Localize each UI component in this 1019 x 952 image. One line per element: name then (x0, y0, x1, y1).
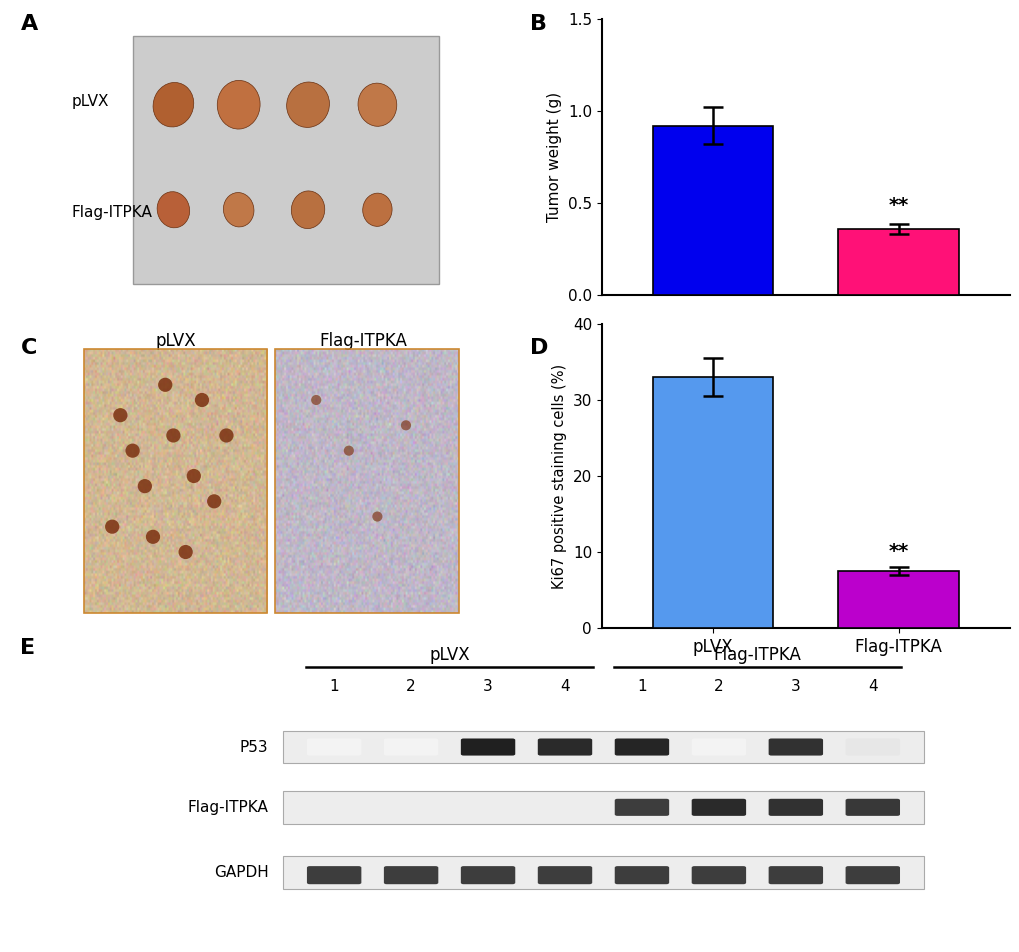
Text: 1: 1 (329, 679, 338, 694)
Ellipse shape (153, 83, 194, 127)
Bar (838, 229, 958, 295)
FancyBboxPatch shape (461, 866, 515, 884)
FancyBboxPatch shape (537, 739, 592, 756)
Ellipse shape (217, 80, 260, 129)
Text: 2: 2 (713, 679, 723, 694)
FancyBboxPatch shape (282, 857, 923, 889)
FancyBboxPatch shape (307, 739, 361, 756)
Ellipse shape (286, 82, 329, 128)
Text: E: E (20, 638, 36, 658)
Ellipse shape (186, 469, 201, 483)
Y-axis label: Ki67 positive staining cells (%): Ki67 positive staining cells (%) (551, 364, 567, 588)
Text: pLVX: pLVX (429, 646, 470, 664)
Ellipse shape (372, 511, 382, 522)
Text: **: ** (888, 196, 908, 215)
Ellipse shape (157, 191, 190, 228)
Ellipse shape (113, 408, 127, 423)
Text: 4: 4 (559, 679, 570, 694)
FancyBboxPatch shape (307, 866, 361, 884)
FancyBboxPatch shape (845, 866, 899, 884)
Text: 3: 3 (483, 679, 492, 694)
Text: C: C (20, 338, 37, 358)
Text: GAPDH: GAPDH (214, 865, 268, 881)
FancyBboxPatch shape (691, 799, 745, 816)
Ellipse shape (158, 378, 172, 392)
Text: **: ** (888, 542, 908, 561)
FancyBboxPatch shape (691, 866, 745, 884)
FancyBboxPatch shape (691, 739, 745, 756)
FancyBboxPatch shape (614, 866, 668, 884)
Ellipse shape (105, 520, 119, 534)
Text: pLVX: pLVX (71, 94, 109, 109)
FancyBboxPatch shape (768, 739, 822, 756)
FancyBboxPatch shape (282, 731, 923, 764)
Text: D: D (530, 338, 548, 358)
FancyBboxPatch shape (845, 799, 899, 816)
Bar (652, 126, 772, 295)
Ellipse shape (223, 192, 254, 227)
FancyBboxPatch shape (768, 799, 822, 816)
Ellipse shape (178, 545, 193, 559)
Ellipse shape (343, 446, 354, 456)
FancyBboxPatch shape (461, 739, 515, 756)
Bar (838, 571, 958, 628)
Text: Flag-ITPKA: Flag-ITPKA (187, 800, 268, 815)
Y-axis label: Tumor weight (g): Tumor weight (g) (547, 92, 561, 223)
FancyBboxPatch shape (614, 799, 668, 816)
Ellipse shape (207, 494, 221, 508)
Ellipse shape (125, 444, 140, 458)
Ellipse shape (166, 428, 180, 443)
Ellipse shape (291, 191, 324, 228)
Text: P53: P53 (239, 740, 268, 755)
Ellipse shape (311, 395, 321, 405)
Bar (652, 377, 772, 628)
Ellipse shape (219, 428, 233, 443)
Ellipse shape (363, 193, 391, 227)
FancyBboxPatch shape (845, 739, 899, 756)
FancyBboxPatch shape (768, 866, 822, 884)
Ellipse shape (358, 83, 396, 127)
Text: Flag-ITPKA: Flag-ITPKA (712, 646, 801, 664)
Ellipse shape (138, 479, 152, 493)
Ellipse shape (146, 529, 160, 544)
Text: Flag-ITPKA: Flag-ITPKA (71, 205, 152, 220)
Text: 1: 1 (637, 679, 646, 694)
Text: 2: 2 (406, 679, 416, 694)
Text: A: A (20, 14, 38, 34)
FancyBboxPatch shape (282, 791, 923, 823)
Text: Flag-ITPKA: Flag-ITPKA (319, 331, 407, 349)
FancyBboxPatch shape (537, 866, 592, 884)
FancyBboxPatch shape (132, 35, 438, 285)
Ellipse shape (400, 420, 411, 430)
Ellipse shape (195, 393, 209, 407)
FancyBboxPatch shape (383, 866, 438, 884)
FancyBboxPatch shape (614, 739, 668, 756)
Text: 4: 4 (867, 679, 876, 694)
Text: 3: 3 (790, 679, 800, 694)
Text: B: B (530, 14, 547, 34)
Text: pLVX: pLVX (155, 331, 196, 349)
FancyBboxPatch shape (383, 739, 438, 756)
